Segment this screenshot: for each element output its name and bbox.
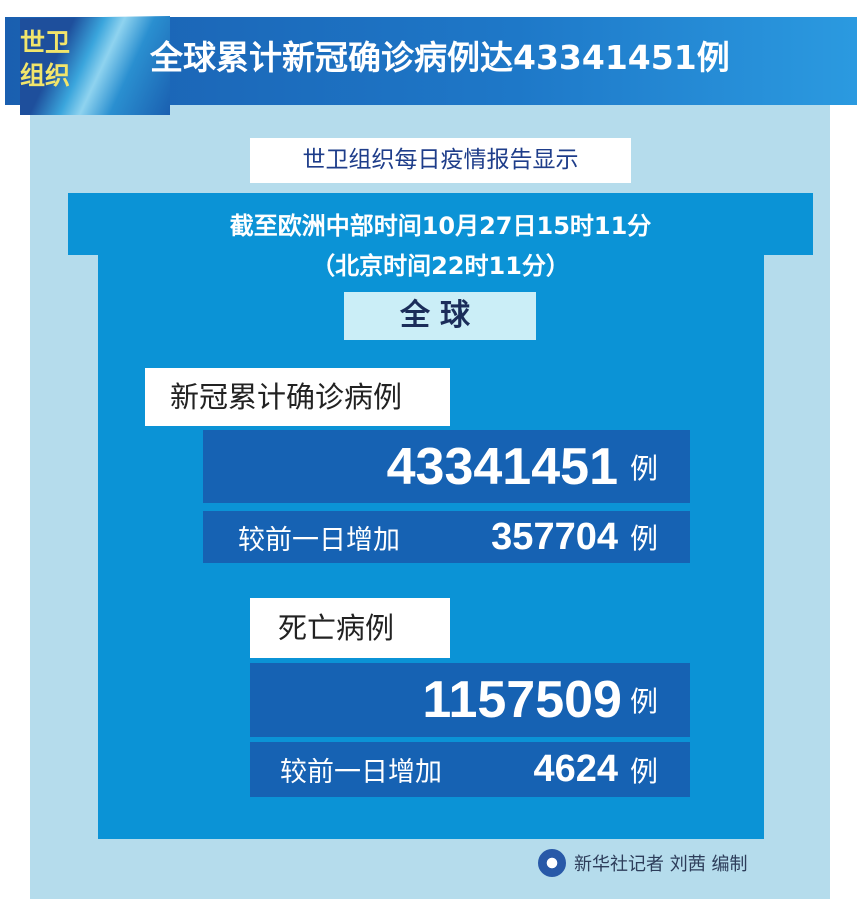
cases-label: 新冠累计确诊病例 [145,368,450,426]
credit-text: 新华社记者 刘茜 编制 [574,854,748,875]
ribbon-decoration [20,16,170,115]
deaths-increase-box: 较前一日增加 4624 例 [250,742,690,797]
cases-total-box: 43341451 例 [203,430,690,503]
page-title: 全球累计新冠确诊病例达43341451例 [150,38,730,77]
cases-increase-unit: 例 [629,522,658,555]
scope-label: 全球 [344,292,536,340]
deaths-increase-unit: 例 [629,754,658,788]
time-cet: 截至欧洲中部时间10月27日15时11分 [229,212,652,240]
cases-total: 43341451 [386,437,618,496]
deaths-increase: 4624 [533,748,618,790]
deaths-unit: 例 [629,685,658,718]
who-badge: 世卫 组织 [10,26,80,92]
time-beijing: （北京时间22时11分） [311,252,570,280]
deaths-label: 死亡病例 [250,598,450,658]
cases-increase-box: 较前一日增加 357704 例 [203,511,690,563]
footer-credit: 新华社记者 刘茜 编制 [538,848,747,878]
badge-line-2: 组织 [19,61,70,90]
cases-increase: 357704 [491,515,618,558]
xinhua-emblem-icon [538,849,566,877]
deaths-total-box: 1157509 例 [250,663,690,737]
badge-line-1: 世卫 [19,28,70,57]
deaths-total: 1157509 [422,671,622,729]
deaths-increase-label: 较前一日增加 [280,757,442,788]
time-band [68,193,813,255]
subtitle: 世卫组织每日疫情报告显示 [250,138,631,183]
cases-increase-label: 较前一日增加 [238,524,400,556]
cases-unit: 例 [629,451,658,485]
